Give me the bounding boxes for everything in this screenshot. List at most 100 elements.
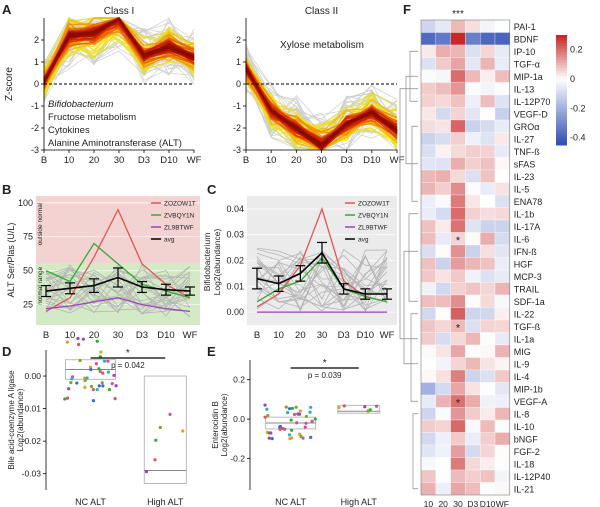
heatmap-cell [494,357,510,371]
heatmap-cell [450,432,466,446]
data-point [75,381,79,385]
annotation-xylose: Xylose metabolism [280,40,364,51]
heatmap-cell [465,282,481,296]
heatmap-cell [480,332,496,346]
heatmap-cell [450,307,466,321]
data-point [85,376,89,380]
x-tick-label: 10 [65,330,76,341]
heatmap-cell [420,107,436,121]
heatmap-cell [465,407,481,421]
row-label: IL-10 [514,422,535,432]
heatmap-cell [420,307,436,321]
heatmap-cell [494,144,510,158]
row-label: TGF-ß [514,322,541,332]
heatmap-cell [450,257,466,271]
heatmap-cell [435,457,451,471]
y-axis-label-line1: Enterocidin B [211,401,220,449]
colorbar-segment [556,46,567,50]
significance-mark: * [456,323,461,335]
significance-star: * [323,358,327,369]
colorbar-tick: -0.4 [570,133,586,143]
heatmap-cell [465,107,481,121]
data-point [281,426,285,431]
colorbar-segment [556,76,567,80]
x-tick-label: WF [187,155,202,166]
heatmap-cell [420,57,436,71]
heatmap-cell [435,19,451,33]
heatmap-cell [480,382,496,396]
data-point [278,427,282,432]
heatmap-cell [420,19,436,33]
heatmap-cell [420,82,436,96]
heatmap-cell [465,194,481,208]
data-point [290,428,294,432]
heatmap-cell [465,482,481,496]
heatmap-cell [435,482,451,496]
column-label: 10 [424,499,434,507]
heatmap-cell [494,307,510,321]
heatmap-cell [494,332,510,346]
heatmap-cell [420,482,436,496]
heatmap-cell [494,369,510,383]
colorbar-segment [556,131,567,135]
heatmap-cell [435,44,451,58]
data-point [270,437,274,441]
heatmap-cell [450,144,466,158]
heatmap-cell [450,119,466,133]
row-label: IL-4 [514,372,530,382]
y-axis-label: Z-score [4,67,15,101]
data-point [154,438,158,442]
y-tick-label: -2 [233,123,241,133]
x-tick-label: B [43,330,49,341]
heatmap-cell [420,119,436,133]
heatmap-cell [480,344,496,358]
colorbar-segment [556,114,567,118]
band-outside-normal [36,196,200,264]
heatmap-cell [494,132,510,146]
heatmap-cell [450,282,466,296]
box-high [337,404,381,414]
significance-mark: * [456,235,461,247]
heatmap-cell [420,319,436,333]
data-point [101,371,105,375]
row-label: TNF-ß [514,147,540,157]
colorbar-segment [556,125,567,129]
heatmap-cell [450,344,466,358]
heatmap-cell [435,319,451,333]
heatmap-cell [465,294,481,308]
x-tick-label: 30 [114,155,125,166]
data-point [114,384,118,388]
x-tick-label: D3 [341,155,353,166]
heatmap-cell [420,44,436,58]
y-tick-label: 1 [34,57,39,67]
y-axis-label-line2: Log2(abundance) [220,393,229,456]
heatmap-cell [420,32,436,46]
panel-e-boxplot: 0.2 0.0 -0.2 * p = 0.039 NC ALT High ALT Entero… [211,358,381,507]
heatmap-cell [450,107,466,121]
data-point [81,337,85,341]
heatmap-cell [494,157,510,171]
y-tick-label: 75 [23,232,33,242]
heatmap-cell [435,419,451,433]
x-tick-label: 20 [295,330,306,341]
heatmap-cell [480,282,496,296]
heatmap-cell [465,82,481,96]
heatmap-cell [420,157,436,171]
y-tick-label: -0.01 [22,404,42,414]
data-point [290,436,294,440]
heatmap-cell [420,69,436,83]
data-point [309,405,313,409]
heatmap-cell [480,407,496,421]
heatmap-cell [420,182,436,196]
heatmap-cell [480,394,496,408]
data-point [95,388,99,392]
data-point [77,342,81,347]
x-tick-label: 20 [291,155,302,166]
x-tick-label: 30 [316,155,327,166]
x-tick-label: 20 [89,155,100,166]
data-point [112,373,116,378]
colorbar-segment [556,103,567,107]
colorbar-segment [556,136,567,140]
heatmap-cell [494,432,510,446]
